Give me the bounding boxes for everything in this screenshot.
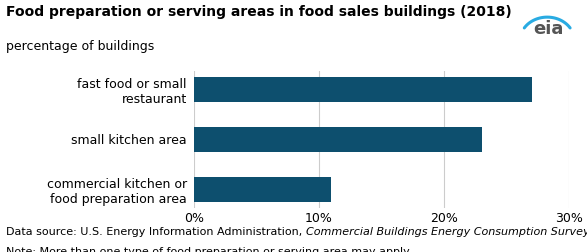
- Bar: [194, 127, 482, 152]
- Text: Commercial Buildings Energy Consumption Survey: Commercial Buildings Energy Consumption …: [306, 227, 587, 237]
- Bar: [194, 77, 532, 102]
- Text: Food preparation or serving areas in food sales buildings (2018): Food preparation or serving areas in foo…: [6, 5, 512, 19]
- Bar: [194, 177, 332, 202]
- Text: Note: More than one type of food preparation or serving area may apply.: Note: More than one type of food prepara…: [6, 247, 411, 252]
- Text: percentage of buildings: percentage of buildings: [6, 40, 154, 53]
- Text: eia: eia: [534, 20, 564, 38]
- Text: Data source: U.S. Energy Information Administration,: Data source: U.S. Energy Information Adm…: [6, 227, 306, 237]
